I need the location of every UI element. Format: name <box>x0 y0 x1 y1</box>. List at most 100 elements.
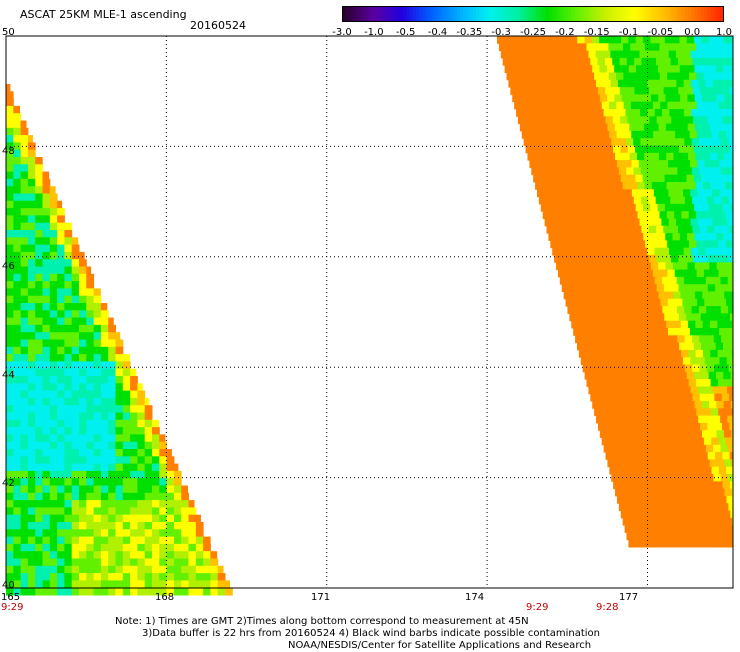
swath-pixel <box>595 328 603 336</box>
swath-pixel <box>572 182 580 190</box>
swath-pixel <box>705 189 713 197</box>
swath-pixel <box>609 102 617 110</box>
swath-pixel <box>717 430 725 438</box>
swath-pixel <box>64 296 72 304</box>
swath-pixel <box>551 160 559 168</box>
swath-pixel <box>35 281 43 289</box>
swath-pixel <box>713 109 721 117</box>
swath-pixel <box>609 299 617 307</box>
swath-pixel <box>570 204 578 212</box>
swath-pixel <box>21 274 29 282</box>
swath-pixel <box>556 262 564 270</box>
swath-pixel <box>557 153 565 161</box>
swath-pixel <box>660 240 668 248</box>
swath-pixel <box>497 36 505 44</box>
swath-pixel <box>702 401 710 409</box>
swath-pixel <box>64 405 72 413</box>
swath-pixel <box>557 211 565 219</box>
swath-pixel <box>627 284 635 292</box>
swath-pixel <box>562 146 570 154</box>
swath-pixel <box>646 328 654 336</box>
swath-pixel <box>514 43 522 51</box>
swath-pixel <box>709 36 717 44</box>
swath-pixel <box>108 391 116 399</box>
swath-pixel <box>727 357 733 365</box>
swath-pixel <box>28 303 36 311</box>
swath-pixel <box>682 240 690 248</box>
swath-pixel <box>35 383 43 391</box>
swath-pixel <box>625 189 633 197</box>
swath-pixel <box>697 131 705 139</box>
swath-pixel <box>651 292 659 300</box>
swath-pixel <box>647 386 655 394</box>
swath-pixel <box>597 197 605 205</box>
swath-pixel <box>43 340 51 348</box>
swath-pixel <box>21 281 29 289</box>
swath-pixel <box>691 416 699 424</box>
swath-pixel <box>28 398 36 406</box>
swath-pixel <box>615 350 623 358</box>
swath-pixel <box>621 343 629 351</box>
swath-pixel <box>662 80 670 88</box>
swath-pixel <box>21 449 29 457</box>
swath-pixel <box>196 544 204 552</box>
swath-pixel <box>615 489 623 497</box>
swath-pixel <box>662 445 670 453</box>
swath-pixel <box>627 116 635 124</box>
swath-pixel <box>137 537 145 545</box>
swath-pixel <box>35 354 43 362</box>
swath-pixel <box>28 434 36 442</box>
swath-pixel <box>64 369 72 377</box>
swath-pixel <box>605 255 613 263</box>
swath-pixel <box>677 138 685 146</box>
swath-pixel <box>701 146 709 154</box>
swath-pixel <box>137 522 145 530</box>
swath-pixel <box>6 113 14 121</box>
swath-pixel <box>79 361 87 369</box>
swath-pixel <box>116 442 124 450</box>
swath-pixel <box>6 172 14 180</box>
swath-pixel <box>567 248 575 256</box>
swath-pixel <box>636 372 644 380</box>
swath-pixel <box>640 416 648 424</box>
swath-pixel <box>689 408 697 416</box>
swath-pixel <box>565 102 573 110</box>
swath-pixel <box>43 186 51 194</box>
swath-pixel <box>94 442 102 450</box>
swath-pixel <box>43 413 51 421</box>
swath-pixel <box>6 500 14 508</box>
swath-pixel <box>553 197 561 205</box>
swath-pixel <box>174 493 182 501</box>
swath-pixel <box>600 94 608 102</box>
swath-pixel <box>699 335 707 343</box>
swath-pixel <box>687 204 695 212</box>
swath-pixel <box>674 408 682 416</box>
swath-pixel <box>681 182 689 190</box>
swath-pixel <box>174 573 182 581</box>
swath-pixel <box>608 43 616 51</box>
swath-pixel <box>550 43 558 51</box>
swath-pixel <box>677 109 685 117</box>
swath-pixel <box>64 544 72 552</box>
swath-pixel <box>573 189 581 197</box>
swath-pixel <box>50 281 58 289</box>
swath-pixel <box>634 423 642 431</box>
swath-pixel <box>523 51 531 59</box>
swath-pixel <box>524 138 532 146</box>
swath-pixel <box>592 343 600 351</box>
swath-pixel <box>86 522 94 530</box>
swath-pixel <box>693 58 701 66</box>
swath-pixel <box>693 116 701 124</box>
swath-pixel <box>64 464 72 472</box>
swath-pixel <box>663 394 671 402</box>
swath-pixel <box>726 467 733 475</box>
swath-pixel <box>546 197 554 205</box>
swath-pixel <box>720 386 728 394</box>
swath-pixel <box>679 175 687 183</box>
swath-pixel <box>50 537 58 545</box>
swath-pixel <box>634 87 642 95</box>
swath-pixel <box>697 328 705 336</box>
swath-pixel <box>630 182 638 190</box>
swath-pixel <box>520 124 528 132</box>
swath-pixel <box>116 573 124 581</box>
